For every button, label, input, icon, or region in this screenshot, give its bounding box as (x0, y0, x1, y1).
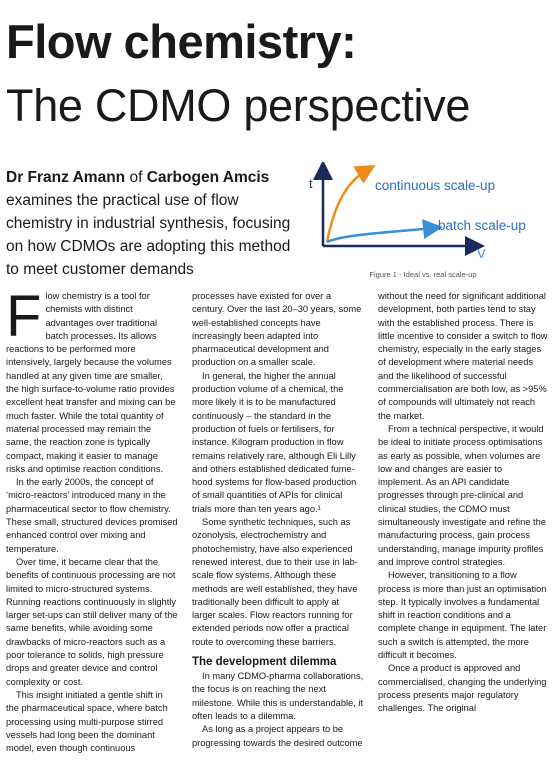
organization: Carbogen Amcis (146, 169, 270, 186)
paragraph: This insight initiated a gentle shift in… (6, 291, 362, 754)
figure: t V continuous scale-up batch scale-up (309, 162, 526, 261)
batch-curve (326, 219, 443, 244)
paragraph: In many CDMO-pharma collaborations, the … (192, 671, 364, 721)
paragraph: Over time, it became clear that the bene… (6, 556, 178, 687)
y-axis-label: t (309, 176, 313, 191)
connector: of (129, 169, 143, 186)
section-heading: The development dilemma (192, 656, 337, 669)
figure-caption: Figure 1 - Ideal vs. real scale-up (369, 270, 477, 279)
paragraph: Some synthetic techniques, such as ozono… (192, 517, 358, 647)
paragraph: From a technical perspective, it would b… (378, 423, 546, 567)
paragraph: Once a product is approved and commercia… (378, 663, 547, 714)
curve-label: batch scale-up (438, 218, 526, 233)
paragraph: As long as a project appears to be progr… (192, 291, 548, 748)
subtitle: The CDMO perspective (6, 80, 471, 131)
author: Dr Franz Amann (6, 169, 126, 186)
standfirst-text: examines the practical use of flow chemi… (6, 192, 291, 278)
body-text: Flow chemistry is a tool for chemists wi… (6, 290, 550, 760)
paragraph: However, transitioning to a flow process… (378, 570, 547, 661)
title: Flow chemistry: (6, 15, 357, 68)
curve-label: continuous scale-up (375, 178, 495, 193)
paragraph: In general, the higher the annual produc… (192, 370, 357, 514)
continuous-curve (325, 164, 376, 243)
standfirst: Dr Franz Amann of Carbogen Amcis examine… (6, 166, 302, 281)
x-axis-label: V (477, 246, 486, 261)
paragraph: Flow chemistry is a tool for chemists wi… (6, 290, 176, 474)
paragraph: In the early 2000s, the concept of ‘micr… (6, 477, 178, 554)
